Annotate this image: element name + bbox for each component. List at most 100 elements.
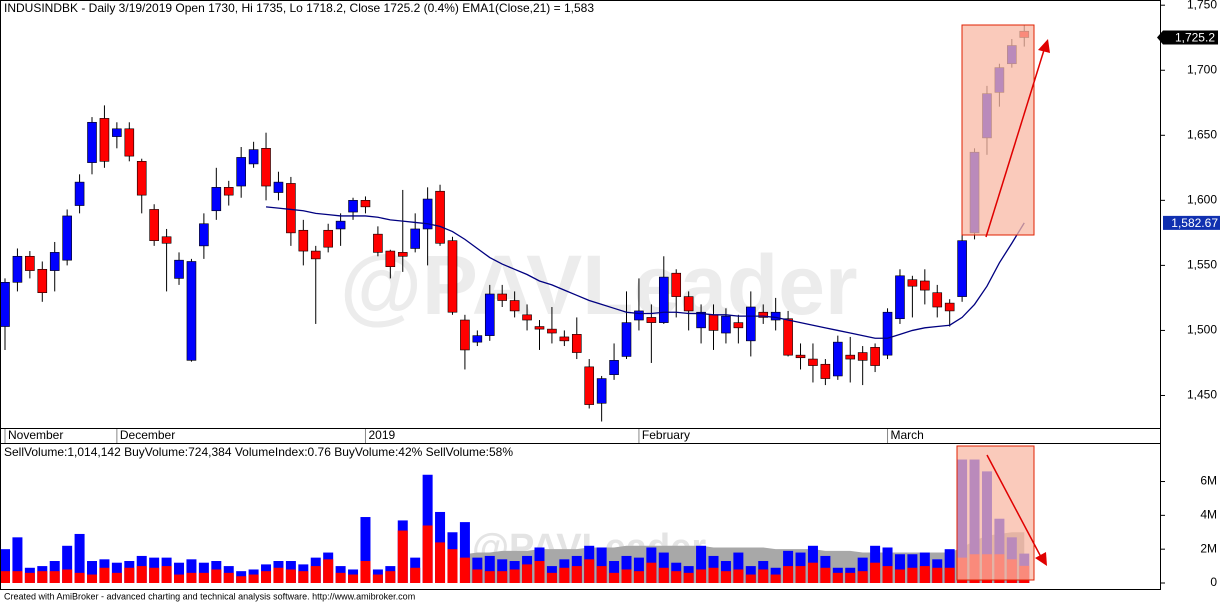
arrow-head	[1035, 552, 1047, 566]
candle-body	[286, 183, 296, 234]
candle-body	[571, 334, 582, 353]
sell-volume-bar	[273, 567, 284, 583]
sell-volume-bar	[534, 561, 545, 583]
candle-body	[547, 328, 557, 334]
y-tick-label: 1,450	[1187, 388, 1217, 402]
price-badge-label: 1,725.2	[1175, 31, 1215, 45]
candle-body	[907, 279, 918, 287]
volume-bar	[633, 557, 644, 583]
y-tick-label: 1,550	[1187, 258, 1217, 272]
sell-volume-bar	[161, 566, 172, 583]
sell-volume-bar	[658, 567, 669, 583]
candle-body	[360, 200, 371, 208]
sell-volume-bar	[136, 566, 147, 583]
candle-body	[211, 187, 222, 212]
y-tick-label: 1,600	[1187, 193, 1217, 207]
candle-body	[634, 310, 644, 321]
arrow-head	[1038, 39, 1050, 53]
candle-body	[335, 220, 346, 230]
candle-body	[149, 209, 159, 241]
sell-volume-bar	[198, 572, 209, 583]
sell-volume-bar	[509, 569, 520, 583]
candle-body	[559, 336, 570, 342]
candle-body	[435, 190, 445, 244]
candle-body	[310, 250, 321, 260]
sell-volume-bar	[894, 569, 905, 583]
sell-volume-bar	[174, 574, 185, 583]
candle-body	[671, 272, 682, 297]
candle-body	[0, 281, 10, 327]
sell-volume-bar	[870, 562, 881, 583]
volume-bar	[484, 555, 495, 583]
overlay: 1,725.2 1,582.67	[1157, 30, 1220, 230]
sell-volume-bar	[186, 572, 197, 583]
sell-volume-bar	[348, 574, 359, 583]
sell-volume-bar	[770, 574, 781, 583]
y-tick-label: 0	[1210, 575, 1217, 589]
volume-bar	[894, 554, 905, 583]
volume-bar	[174, 562, 185, 583]
sell-volume-bar	[37, 571, 48, 583]
sell-volume-bar	[248, 574, 259, 583]
arrow	[986, 454, 1042, 558]
volume-bar	[186, 559, 197, 583]
volume-bar	[12, 537, 23, 583]
candle-body	[112, 128, 122, 137]
sell-volume-bar	[783, 566, 794, 583]
sell-volume-bar	[497, 571, 508, 583]
sell-volume-bar	[807, 562, 818, 583]
sell-volume-bar	[99, 567, 110, 583]
volume-bar	[198, 562, 209, 583]
candle-body	[136, 161, 147, 196]
volume-bar	[696, 545, 707, 583]
sell-volume-bar	[385, 571, 396, 583]
candle-body	[658, 276, 669, 323]
sell-volume-bar	[559, 567, 570, 583]
candle-body	[932, 292, 943, 308]
sell-volume-bar	[335, 572, 346, 583]
candle-body	[920, 280, 930, 291]
sell-volume-bar	[459, 557, 470, 583]
sell-volume-bar	[571, 566, 582, 583]
sell-volume-bar	[522, 564, 533, 583]
candle-body	[236, 157, 246, 187]
candle-body	[646, 317, 657, 323]
frame	[0, 443, 1161, 590]
candle-body	[410, 228, 420, 249]
sell-volume-bar	[298, 571, 309, 583]
volume-bar	[360, 517, 371, 583]
sell-volume-bar	[733, 569, 744, 583]
volume-bar	[609, 561, 620, 583]
sell-volume-bar	[236, 576, 247, 583]
x-tick-label: February	[642, 428, 690, 442]
y-tick-label: 1,700	[1187, 62, 1217, 76]
sell-volume-bar	[12, 571, 23, 583]
ema-badge	[1163, 215, 1220, 230]
candle-body	[323, 229, 333, 248]
sell-volume-bar	[720, 571, 731, 583]
volume-bar	[596, 547, 607, 583]
sell-volume-bar	[758, 569, 769, 583]
candle-body	[783, 318, 793, 356]
sell-volume-bar	[74, 572, 85, 583]
ema-line	[265, 206, 1025, 339]
candle-body	[708, 314, 719, 331]
volume-bar	[882, 547, 893, 583]
volume-bar	[111, 562, 122, 583]
candle-body	[721, 315, 731, 334]
candle-body	[895, 275, 905, 320]
sell-volume-bar	[484, 571, 495, 583]
sell-volume-bar	[609, 572, 620, 583]
sell-volume-bar	[683, 572, 694, 583]
sell-volume-bar	[124, 567, 135, 583]
sell-volume-bar	[211, 569, 222, 583]
highlight-box	[961, 24, 1035, 236]
candle-body	[696, 311, 706, 329]
candle-body	[596, 378, 607, 404]
candle-body	[472, 335, 483, 343]
sell-volume-bar	[882, 566, 893, 583]
candle-body	[497, 293, 508, 301]
sell-volume-bar	[671, 571, 682, 583]
